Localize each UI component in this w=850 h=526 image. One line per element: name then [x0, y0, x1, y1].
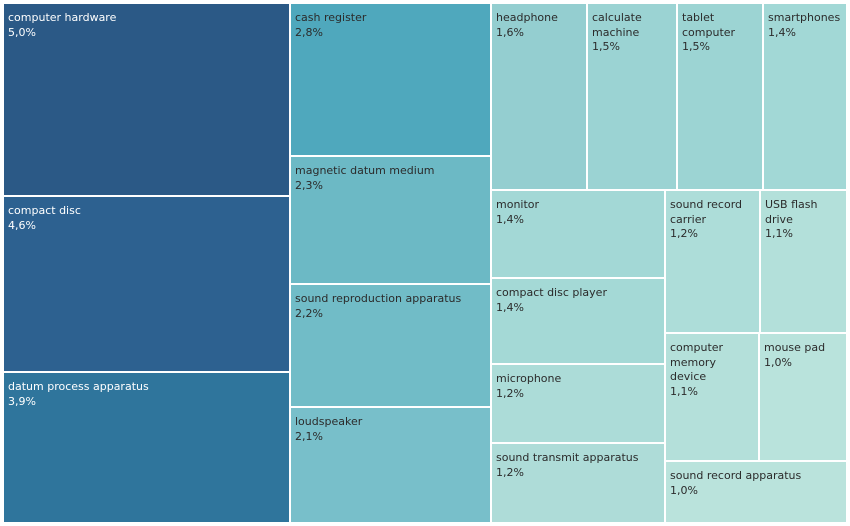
treemap-label: computer memory device 1,1% — [670, 341, 754, 399]
treemap-value-label: 1,6% — [496, 25, 524, 39]
treemap-cell-usb-flash-drive[interactable]: USB flash drive 1,1% — [760, 190, 847, 333]
treemap-label: monitor 1,4% — [496, 198, 660, 227]
treemap-value-label: 1,1% — [670, 384, 698, 398]
treemap-label: datum process apparatus 3,9% — [8, 380, 285, 409]
treemap-value-label: 2,1% — [295, 429, 323, 443]
treemap-category-label: sound reproduction apparatus — [295, 292, 462, 305]
treemap-category-label: compact disc player — [496, 286, 607, 299]
treemap-label: computer hardware 5,0% — [8, 11, 285, 40]
treemap-cell-sound-record-apparatus[interactable]: sound record apparatus 1,0% — [665, 461, 847, 523]
treemap-category-label: sound record — [670, 198, 743, 211]
treemap-value-label: 1,2% — [496, 465, 524, 479]
treemap-cell-tablet-computer[interactable]: tablet computer 1,5% — [677, 3, 763, 190]
treemap-label: tablet computer 1,5% — [682, 11, 758, 55]
treemap-label: sound record carrier 1,2% — [670, 198, 755, 242]
treemap-label: magnetic datum medium 2,3% — [295, 164, 486, 193]
treemap-cell-smartphones[interactable]: smartphones 1,4% — [763, 3, 847, 190]
treemap-value-label: 1,2% — [670, 227, 698, 240]
treemap-category-label: calculate — [592, 11, 642, 24]
treemap-value-label: 1,4% — [496, 212, 524, 226]
treemap-label: calculate machine 1,5% — [592, 11, 672, 55]
treemap-value-label: 3,9% — [8, 394, 36, 408]
treemap-category-label: loudspeaker — [295, 415, 363, 428]
treemap-label: loudspeaker 2,1% — [295, 415, 486, 444]
treemap-cell-loudspeaker[interactable]: loudspeaker 2,1% — [290, 407, 491, 523]
treemap-cell-compact-disc-player[interactable]: compact disc player 1,4% — [491, 278, 665, 364]
treemap-value-label: 1,5% — [592, 40, 620, 53]
treemap-label: microphone 1,2% — [496, 372, 660, 401]
treemap-value-label: 1,4% — [768, 25, 796, 39]
treemap-label: headphone 1,6% — [496, 11, 582, 40]
treemap-category-label: magnetic datum medium — [295, 164, 435, 177]
treemap-category-label: USB flash — [765, 198, 818, 211]
treemap-value-label: 1,2% — [496, 386, 524, 400]
treemap-category-label: carrier — [670, 212, 706, 226]
treemap-category-label: computer hardware — [8, 11, 117, 24]
treemap-cell-sound-transmit-apparatus[interactable]: sound transmit apparatus 1,2% — [491, 443, 665, 523]
treemap-cell-headphone[interactable]: headphone 1,6% — [491, 3, 587, 190]
treemap-category-label: computer — [670, 341, 724, 354]
treemap-cell-microphone[interactable]: microphone 1,2% — [491, 364, 665, 443]
treemap-value-label: 1,0% — [764, 355, 792, 369]
treemap-cell-monitor[interactable]: monitor 1,4% — [491, 190, 665, 278]
treemap-cell-calculate-machine[interactable]: calculate machine 1,5% — [587, 3, 677, 190]
treemap-value-label: 1,0% — [670, 483, 698, 497]
treemap-label: cash register 2,8% — [295, 11, 486, 40]
treemap-category-label: microphone — [496, 372, 562, 385]
treemap-category-label: drive — [765, 212, 793, 226]
treemap-category-label: monitor — [496, 198, 540, 211]
treemap-label: compact disc player 1,4% — [496, 286, 660, 315]
treemap-label: USB flash drive 1,1% — [765, 198, 842, 242]
treemap-label: sound reproduction apparatus 2,2% — [295, 292, 486, 321]
treemap-cell-compact-disc[interactable]: compact disc 4,6% — [3, 196, 290, 372]
treemap-label: mouse pad 1,0% — [764, 341, 842, 370]
treemap-value-label: 4,6% — [8, 218, 36, 232]
treemap-value-label: 1,5% — [682, 40, 710, 53]
treemap-cell-mouse-pad[interactable]: mouse pad 1,0% — [759, 333, 847, 461]
treemap-label: smartphones 1,4% — [768, 11, 842, 40]
treemap-label: compact disc 4,6% — [8, 204, 285, 233]
treemap-value-label: 2,8% — [295, 25, 323, 39]
treemap-label: sound transmit apparatus 1,2% — [496, 451, 660, 480]
treemap-category-label: compact disc — [8, 204, 81, 217]
treemap-cell-magnetic-datum-medium[interactable]: magnetic datum medium 2,3% — [290, 156, 491, 284]
treemap-category-label: computer — [682, 25, 736, 39]
treemap-category-label: tablet — [682, 11, 715, 24]
treemap-value-label: 1,1% — [765, 227, 793, 240]
treemap-value-label: 2,2% — [295, 306, 323, 320]
treemap-category-label: cash register — [295, 11, 367, 24]
treemap-cell-computer-memory-device[interactable]: computer memory device 1,1% — [665, 333, 759, 461]
treemap-cell-computer-hardware[interactable]: computer hardware 5,0% — [3, 3, 290, 196]
treemap-category-label: sound transmit apparatus — [496, 451, 639, 464]
treemap-label: sound record apparatus 1,0% — [670, 469, 842, 498]
treemap-value-label: 5,0% — [8, 25, 36, 39]
treemap-category-label: datum process apparatus — [8, 380, 149, 393]
treemap-category-label: mouse pad — [764, 341, 826, 354]
treemap-category-label: headphone — [496, 11, 558, 24]
treemap-cell-sound-reproduction-apparatus[interactable]: sound reproduction apparatus 2,2% — [290, 284, 491, 407]
treemap-category-label: machine — [592, 25, 640, 39]
treemap-category-label: sound record apparatus — [670, 469, 802, 482]
treemap-category-label: memory device — [670, 355, 716, 384]
treemap-category-label: smartphones — [768, 11, 841, 24]
treemap-cell-sound-record-carrier[interactable]: sound record carrier 1,2% — [665, 190, 760, 333]
treemap-cell-cash-register[interactable]: cash register 2,8% — [290, 3, 491, 156]
treemap-value-label: 2,3% — [295, 178, 323, 192]
treemap-cell-datum-process-apparatus[interactable]: datum process apparatus 3,9% — [3, 372, 290, 523]
treemap-value-label: 1,4% — [496, 300, 524, 314]
